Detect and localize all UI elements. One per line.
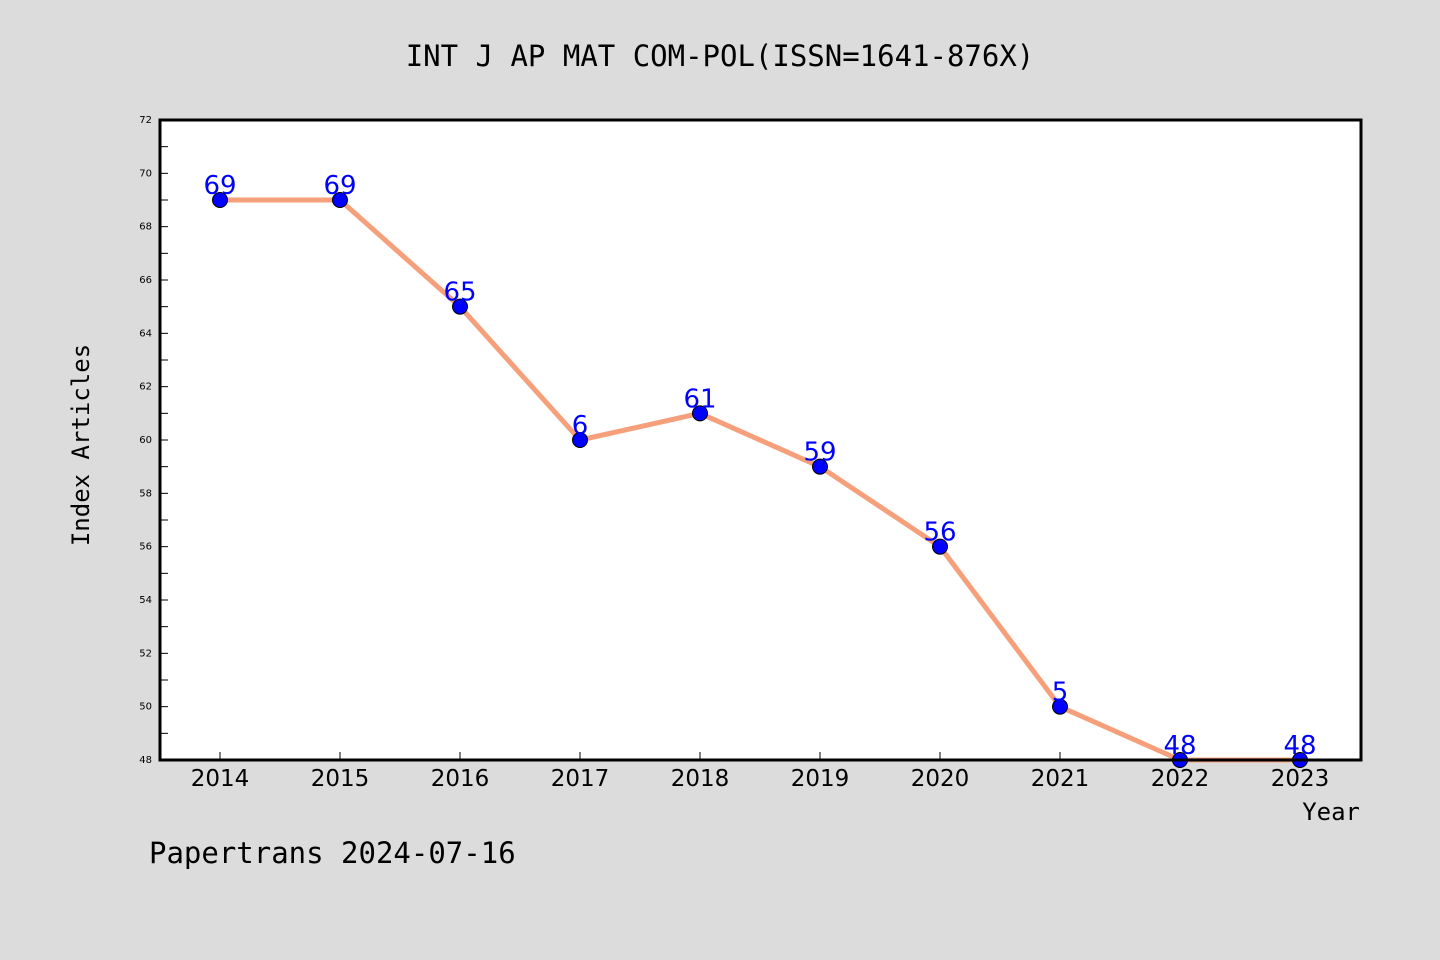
y-tick-label: 52 [139, 648, 152, 659]
y-tick-label: 66 [139, 275, 152, 286]
data-point [452, 298, 468, 315]
data-point [212, 192, 228, 208]
y-tick-label: 60 [139, 435, 152, 446]
y-axis-label: Index Articles [67, 344, 95, 546]
data-point [692, 405, 708, 422]
data-point [812, 458, 828, 475]
x-tick-label: 2017 [551, 766, 610, 792]
series-line [217, 197, 1303, 763]
data-label: 56 [923, 518, 956, 548]
chart-title: INT J AP MAT COM-POL(ISSN=1641-876X) [406, 39, 1035, 73]
x-tick-label: 2016 [431, 766, 490, 792]
x-tick-label: 2021 [1031, 766, 1090, 792]
data-label: 69 [323, 171, 356, 201]
x-tick-label: 2014 [191, 766, 250, 792]
y-tick-label: 62 [139, 382, 152, 393]
x-tick-label: 2020 [911, 766, 970, 792]
y-tick-label: 68 [139, 222, 152, 233]
x-tick-label: 2022 [1151, 766, 1210, 792]
data-label: 5 [1052, 678, 1069, 708]
data-point [932, 538, 948, 555]
data-label: 69 [203, 171, 236, 201]
x-tick-label: 2018 [671, 766, 730, 792]
y-tick-label: 72 [139, 115, 152, 126]
series-line-group [217, 197, 1303, 763]
data-point [572, 432, 588, 448]
footer-credit: Papertrans 2024-07-16 [149, 836, 516, 870]
data-label: 48 [1283, 731, 1316, 761]
data-label: 59 [803, 438, 836, 468]
x-axis-label: Year [1302, 798, 1360, 826]
data-point [332, 192, 348, 208]
x-tick-label: 2015 [311, 766, 370, 792]
data-label: 6 [572, 411, 589, 441]
y-tick-label: 56 [139, 542, 152, 553]
data-label: 48 [1163, 731, 1196, 761]
y-tick-label: 70 [139, 168, 152, 179]
data-label: 61 [683, 384, 716, 414]
x-axis: 2014 2015 2016 2017 2018 2019 2020 2021 2022 2023 [191, 752, 1330, 792]
x-tick-label: 2023 [1271, 766, 1330, 792]
plot-frame [158, 118, 1363, 762]
y-tick-label: 64 [139, 328, 152, 339]
y-tick-label: 58 [139, 488, 152, 499]
x-tick-label: 2019 [791, 766, 850, 792]
y-tick-label: 54 [139, 595, 152, 606]
data-point [1052, 698, 1068, 715]
y-tick-label: 48 [139, 755, 152, 766]
y-tick-label: 50 [139, 702, 152, 713]
data-label: 65 [443, 278, 476, 308]
